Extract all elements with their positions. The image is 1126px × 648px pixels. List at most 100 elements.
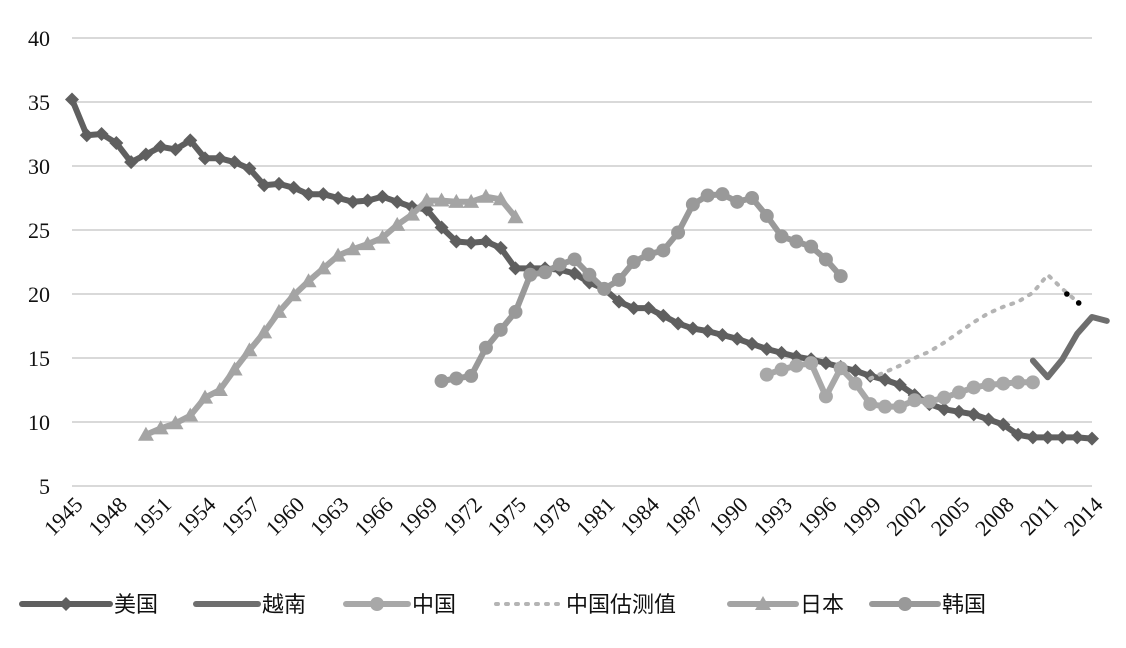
gridlines bbox=[72, 37, 1092, 487]
legend-item-4: 中国估测值 bbox=[494, 593, 676, 618]
data-point bbox=[94, 127, 109, 141]
data-point bbox=[137, 426, 154, 441]
data-point bbox=[538, 265, 553, 280]
data-point bbox=[286, 180, 301, 195]
legend-label: 中国 bbox=[412, 593, 456, 618]
data-point bbox=[611, 294, 626, 309]
data-point bbox=[433, 192, 450, 207]
data-point bbox=[464, 235, 479, 250]
data-point bbox=[404, 206, 420, 221]
data-point bbox=[493, 322, 508, 337]
data-point bbox=[448, 193, 465, 208]
data-point bbox=[907, 393, 922, 408]
data-point bbox=[833, 361, 848, 376]
x-axis-tick-labels: 1945194819511954195719601963196619691972… bbox=[39, 492, 1108, 541]
x-tick-label: 1969 bbox=[394, 492, 443, 541]
series-3 bbox=[759, 356, 1040, 414]
legend-marker bbox=[898, 597, 912, 611]
data-point bbox=[641, 247, 656, 262]
data-point bbox=[656, 243, 671, 258]
data-point bbox=[937, 402, 952, 417]
data-point bbox=[197, 389, 214, 404]
series-lines bbox=[65, 92, 1110, 446]
series-line bbox=[438, 191, 844, 384]
data-point bbox=[1011, 427, 1026, 442]
data-point bbox=[493, 240, 508, 255]
data-point bbox=[79, 128, 94, 143]
data-point bbox=[774, 362, 789, 377]
data-point bbox=[463, 193, 480, 208]
legend-item-5: 日本 bbox=[727, 593, 844, 618]
x-tick-label: 2005 bbox=[926, 492, 975, 541]
series-line bbox=[868, 272, 1080, 381]
data-point bbox=[567, 266, 582, 281]
x-tick-label: 1975 bbox=[482, 492, 531, 541]
data-point bbox=[65, 92, 79, 107]
data-point bbox=[300, 273, 317, 288]
data-point bbox=[1075, 300, 1082, 306]
y-tick-label: 40 bbox=[28, 26, 50, 51]
legend-item-1: 美国 bbox=[19, 593, 158, 618]
data-point bbox=[464, 368, 479, 383]
estimate-end-dots bbox=[1064, 291, 1082, 306]
legend-label: 日本 bbox=[800, 593, 844, 618]
data-point bbox=[389, 216, 406, 231]
legend-item-3: 中国 bbox=[343, 593, 456, 618]
data-point bbox=[878, 399, 893, 414]
data-point bbox=[700, 188, 715, 203]
data-point bbox=[315, 260, 332, 275]
data-point bbox=[359, 236, 376, 251]
x-tick-label: 1993 bbox=[748, 492, 797, 541]
data-point bbox=[492, 191, 509, 206]
x-tick-label: 1957 bbox=[216, 492, 265, 541]
data-point bbox=[508, 261, 523, 276]
data-point bbox=[227, 155, 242, 170]
data-point bbox=[863, 397, 878, 412]
data-point bbox=[745, 191, 759, 205]
x-tick-label: 1966 bbox=[349, 492, 398, 541]
data-point bbox=[256, 324, 273, 339]
data-point bbox=[671, 225, 686, 240]
data-point bbox=[301, 187, 316, 202]
data-point bbox=[478, 340, 493, 355]
data-point bbox=[1055, 430, 1070, 445]
x-tick-label: 1984 bbox=[615, 492, 664, 541]
data-point bbox=[434, 220, 449, 235]
x-tick-label: 1954 bbox=[172, 492, 221, 541]
data-point bbox=[508, 304, 523, 319]
x-tick-label: 1951 bbox=[127, 492, 176, 541]
x-tick-label: 1945 bbox=[39, 492, 88, 541]
data-point bbox=[759, 367, 774, 382]
data-point bbox=[331, 191, 346, 205]
x-tick-label: 2011 bbox=[1015, 492, 1063, 540]
data-point bbox=[478, 234, 493, 249]
data-point bbox=[700, 324, 715, 339]
data-point bbox=[257, 178, 272, 193]
series-4 bbox=[868, 272, 1080, 381]
y-tick-label: 35 bbox=[28, 90, 50, 115]
data-point bbox=[316, 187, 331, 202]
legend-label: 中国估测值 bbox=[566, 593, 676, 618]
x-tick-label: 2014 bbox=[1059, 492, 1108, 541]
data-point bbox=[730, 331, 745, 346]
data-point bbox=[360, 193, 375, 208]
series-5 bbox=[137, 188, 524, 441]
y-tick-label: 15 bbox=[28, 346, 50, 371]
data-point bbox=[1064, 291, 1070, 297]
data-point bbox=[818, 252, 833, 267]
data-point bbox=[1040, 430, 1055, 445]
data-point bbox=[434, 374, 449, 389]
data-point bbox=[241, 342, 258, 357]
data-point bbox=[833, 269, 848, 284]
x-tick-label: 1999 bbox=[837, 492, 886, 541]
y-axis-tick-labels: 5 10 15 20 25 30 35 40 bbox=[28, 26, 50, 499]
data-point bbox=[818, 389, 833, 404]
data-point bbox=[774, 229, 789, 244]
data-point bbox=[626, 301, 641, 316]
data-point bbox=[759, 342, 774, 357]
data-point bbox=[168, 142, 183, 157]
y-tick-label: 10 bbox=[28, 410, 50, 435]
data-point bbox=[937, 390, 952, 405]
data-point bbox=[774, 345, 789, 360]
data-point bbox=[270, 303, 287, 318]
